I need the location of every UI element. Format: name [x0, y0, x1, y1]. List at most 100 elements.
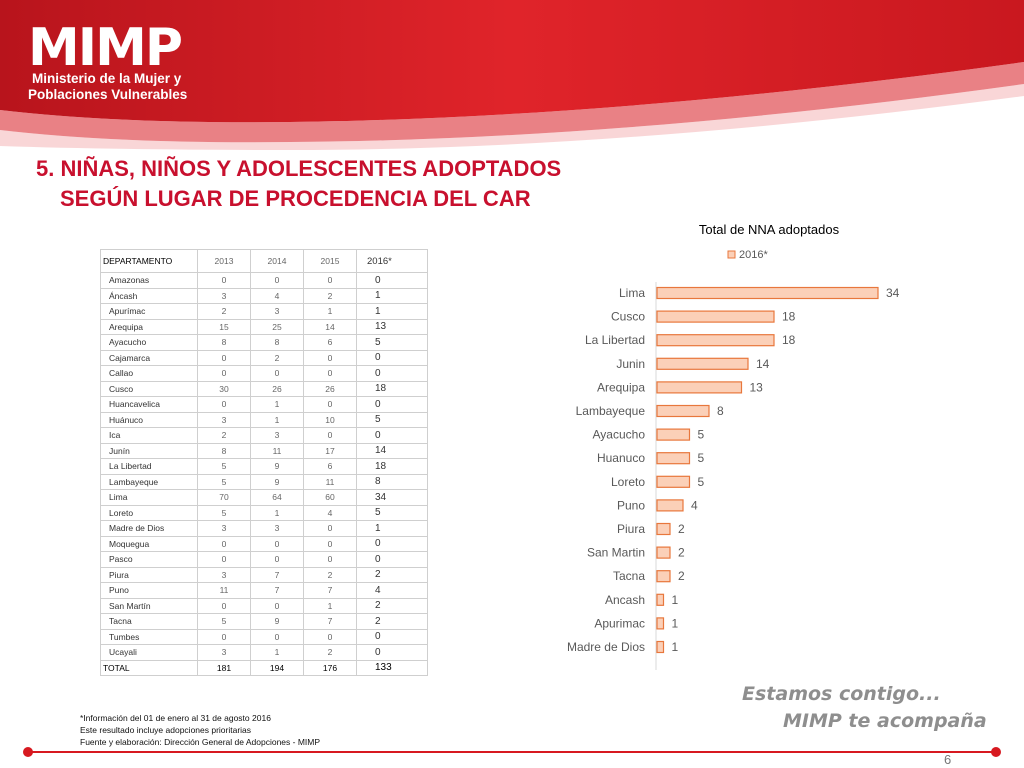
table-cell: 7 — [303, 613, 357, 630]
category-label: Cusco — [611, 310, 645, 324]
table-cell: 26 — [303, 380, 357, 397]
table-cell: 0 — [250, 551, 304, 568]
category-label: Loreto — [611, 475, 645, 489]
table-cell: 7 — [250, 566, 304, 583]
category-label: Huanuco — [597, 451, 645, 465]
table-row: Callao 0 0 0 0 — [100, 365, 428, 382]
table-row: Moquegua 0 0 0 0 — [100, 535, 428, 552]
table-cell: 30 — [197, 380, 251, 397]
table-cell: 14 — [356, 442, 428, 459]
category-label: La Libertad — [585, 333, 645, 347]
data-label: 34 — [886, 286, 900, 300]
table-cell: 0 — [303, 427, 357, 444]
table-cell: 2 — [197, 303, 251, 320]
table-cell: Loreto — [100, 504, 198, 521]
adoptions-table: DEPARTAMENTO 2013 2014 2015 2016* Amazon… — [100, 249, 428, 676]
org-name-line2: Poblaciones Vulnerables — [28, 87, 188, 102]
table-cell: 10 — [303, 411, 357, 428]
category-label: Apurimac — [594, 616, 645, 630]
table-cell: 0 — [197, 365, 251, 382]
table-cell: 1 — [356, 520, 428, 537]
table-cell: 176 — [303, 659, 357, 676]
table-cell: Cajamarca — [100, 349, 198, 366]
table-row: Huánuco 3 1 10 5 — [100, 411, 428, 428]
table-cell: 13 — [356, 318, 428, 335]
table-cell: Arequipa — [100, 318, 198, 335]
table-cell: Lima — [100, 489, 198, 506]
category-label: Lima — [619, 286, 645, 300]
table-cell: 2 — [250, 349, 304, 366]
table-cell: 6 — [303, 334, 357, 351]
table-cell: 1 — [250, 411, 304, 428]
table-cell: 25 — [250, 318, 304, 335]
legend-label: 2016* — [739, 249, 768, 261]
table-cell: 0 — [250, 597, 304, 614]
table-cell: Callao — [100, 365, 198, 382]
slogan-line2: MIMP te acompaña — [783, 710, 987, 732]
table-cell: 2 — [356, 613, 428, 630]
table-cell: Tacna — [100, 613, 198, 630]
table-row: Ayacucho 8 8 6 5 — [100, 334, 428, 351]
table-cell: Lambayeque — [100, 473, 198, 490]
table-cell: 0 — [356, 427, 428, 444]
legend-swatch — [727, 250, 736, 259]
category-label: Ancash — [605, 593, 645, 607]
table-cell: 70 — [197, 489, 251, 506]
data-label: 1 — [672, 616, 679, 630]
bar — [656, 499, 684, 512]
footnote: Fuente y elaboración: Dirección General … — [80, 737, 321, 747]
table-cell: 0 — [250, 272, 304, 289]
table-cell: 6 — [303, 458, 357, 475]
table-cell: 0 — [303, 520, 357, 537]
table-cell: 0 — [303, 551, 357, 568]
bar — [656, 617, 665, 630]
bar — [656, 570, 671, 583]
table-cell: 0 — [250, 628, 304, 645]
table-cell: Amazonas — [100, 272, 198, 289]
page-title-line1: 5. NIÑAS, NIÑOS Y ADOLESCENTES ADOPTADOS — [36, 156, 562, 181]
data-label: 2 — [678, 522, 685, 536]
category-label: Junin — [616, 357, 645, 371]
table-cell: 5 — [197, 504, 251, 521]
table-cell: Puno — [100, 582, 198, 599]
table-row: Tumbes 0 0 0 0 — [100, 628, 428, 645]
table-cell: 1 — [250, 644, 304, 661]
footer-divider — [23, 747, 1001, 757]
table-cell: 2 — [197, 427, 251, 444]
table-cell: 0 — [356, 535, 428, 552]
table-row: Madre de Dios 3 3 0 1 — [100, 520, 428, 537]
table-cell: 5 — [356, 411, 428, 428]
table-cell: Huánuco — [100, 411, 198, 428]
table-cell: Ucayali — [100, 644, 198, 661]
bar — [656, 593, 665, 606]
table-cell: 0 — [356, 272, 428, 289]
table-cell: 0 — [356, 349, 428, 366]
table-header-cell: 2013 — [197, 249, 251, 273]
data-label: 2 — [678, 569, 685, 583]
table-cell: 0 — [250, 535, 304, 552]
table-cell: Tumbes — [100, 628, 198, 645]
table-row: Ucayali 3 1 2 0 — [100, 644, 428, 661]
table-cell: 1 — [303, 303, 357, 320]
table-cell: 11 — [303, 473, 357, 490]
table-cell: 4 — [303, 504, 357, 521]
data-label: 14 — [756, 357, 770, 371]
category-label: Piura — [617, 522, 645, 536]
data-label: 4 — [691, 498, 698, 512]
table-row: Amazonas 0 0 0 0 — [100, 272, 428, 289]
table-cell: Cusco — [100, 380, 198, 397]
category-label: Puno — [617, 498, 645, 512]
table-cell: 60 — [303, 489, 357, 506]
table-header-cell: DEPARTAMENTO — [100, 249, 198, 273]
table-row: Lima 70 64 60 34 — [100, 489, 428, 506]
org-name-line1: Ministerio de la Mujer y — [32, 71, 182, 86]
table-cell: Ayacucho — [100, 334, 198, 351]
chart-legend: 2016* — [727, 249, 768, 261]
data-label: 18 — [782, 333, 796, 347]
table-cell: 2 — [303, 566, 357, 583]
table-cell: 1 — [303, 597, 357, 614]
table-row: Lambayeque 5 9 11 8 — [100, 473, 428, 490]
table-row: Puno 11 7 7 4 — [100, 582, 428, 599]
table-cell: 9 — [250, 473, 304, 490]
data-label: 5 — [698, 451, 705, 465]
